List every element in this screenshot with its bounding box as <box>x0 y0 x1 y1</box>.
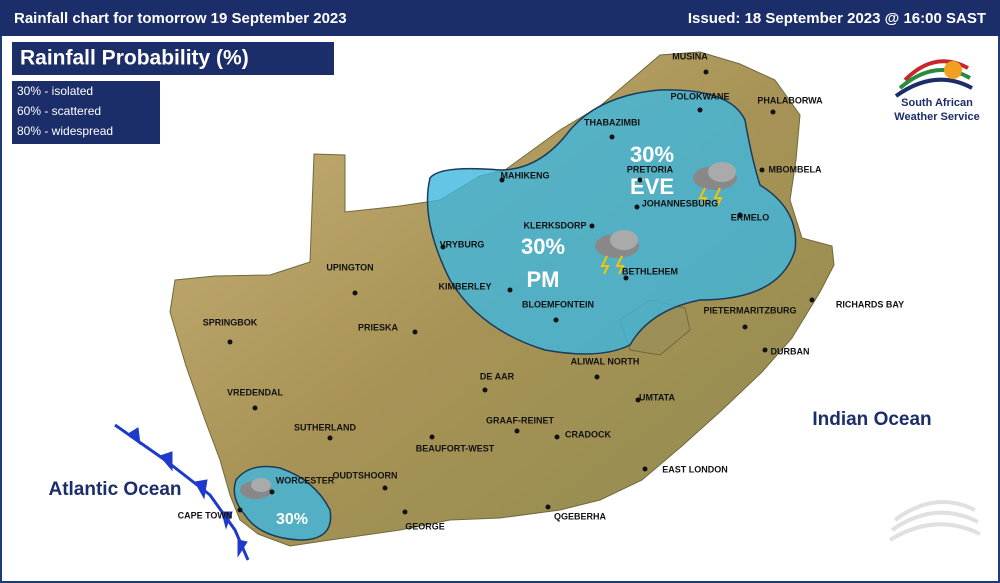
city-label: PHALABORWA <box>757 95 823 105</box>
city-dot <box>809 297 815 303</box>
storm-icon <box>240 478 272 499</box>
city-label: DURBAN <box>771 346 810 356</box>
rain-probability: 30% <box>521 234 565 259</box>
header-bar <box>0 0 1000 36</box>
city-label: GEORGE <box>405 521 445 531</box>
city-dot <box>352 290 358 296</box>
city-label: JOHANNESBURG <box>642 198 719 208</box>
city-label: BEAUFORT-WEST <box>416 443 495 453</box>
city-dot <box>623 275 629 281</box>
city-label: GRAAF-REINET <box>486 415 554 425</box>
city-label: KLERKSDORP <box>523 220 586 230</box>
city-dot <box>514 428 520 434</box>
city-dot <box>227 339 233 345</box>
city-label: CAPE TOWN <box>178 510 233 520</box>
legend-item: 60% - scattered <box>17 104 101 118</box>
legend-item: 80% - widespread <box>17 124 113 138</box>
city-dot <box>642 466 648 472</box>
city-label: DE AAR <box>480 371 515 381</box>
city-label: WORCESTER <box>276 475 335 485</box>
city-dot <box>594 374 600 380</box>
storm-icon <box>595 230 639 275</box>
city-label: POLOKWANE <box>670 91 729 101</box>
issued: Issued: 18 September 2023 @ 16:00 SAST <box>688 10 986 27</box>
city-label: VRYBURG <box>440 239 485 249</box>
city-dot <box>402 509 408 515</box>
legend-title-box <box>12 42 334 75</box>
city-dot <box>635 397 641 403</box>
city-dot <box>499 177 505 183</box>
city-label: UPINGTON <box>326 262 373 272</box>
city-dot <box>589 223 595 229</box>
city-label: RICHARDS BAY <box>836 299 904 309</box>
legend-title: Rainfall Probability (%) <box>20 47 249 70</box>
city-label: BLOEMFONTEIN <box>522 299 594 309</box>
legend-item: 30% - isolated <box>17 84 93 98</box>
city-label: OUDTSHOORN <box>333 470 398 480</box>
ocean-label: Indian Ocean <box>812 409 931 430</box>
city-dot <box>759 167 765 173</box>
logo: South African Weather Service <box>894 59 980 123</box>
city-label: SUTHERLAND <box>294 422 356 432</box>
city-dot <box>634 204 640 210</box>
city-dot <box>742 324 748 330</box>
city-label: ERMELO <box>731 212 770 222</box>
rain-period: EVE <box>630 174 674 199</box>
city-dot <box>382 485 388 491</box>
header-title: Rainfall chart for tomorrow 19 September… <box>14 10 347 27</box>
city-label: PRIESKA <box>358 322 399 332</box>
rain-period: PM <box>527 267 560 292</box>
city-label: PRETORIA <box>627 164 674 174</box>
cold-front <box>114 423 250 561</box>
city-label: CRADOCK <box>565 429 611 439</box>
city-dot <box>762 347 768 353</box>
city-dot <box>637 177 643 183</box>
city-label: UMTATA <box>639 392 675 402</box>
storm-icon <box>693 162 737 207</box>
city-dot <box>482 387 488 393</box>
city-dot <box>737 212 743 218</box>
city-label: SPRINGBOK <box>203 317 258 327</box>
city-label: VREDENDAL <box>227 387 284 397</box>
city-dot <box>770 109 776 115</box>
city-label: THABAZIMBI <box>584 117 640 127</box>
rain-probability: 30% <box>630 142 674 167</box>
city-dot <box>412 329 418 335</box>
city-dot <box>553 317 559 323</box>
rain-area <box>426 89 797 355</box>
city-dot <box>507 287 513 293</box>
city-dot <box>429 434 435 440</box>
logo-text: South African <box>901 97 973 109</box>
city-dot <box>269 489 275 495</box>
cities: MUSINA POLOKWANE PHALABORWA THABAZIMBI MBOMB… <box>178 51 905 531</box>
city-label: BETHLEHEM <box>622 266 678 276</box>
city-dot <box>554 434 560 440</box>
city-label: ALIWAL NORTH <box>571 356 640 366</box>
city-dot <box>440 244 446 250</box>
city-label: MAHIKENG <box>501 170 550 180</box>
watermark-logo <box>888 500 981 542</box>
city-dot <box>609 134 615 140</box>
legend-box <box>12 81 160 144</box>
city-label: PIETERMARITZBURG <box>704 305 797 315</box>
ocean-label: Atlantic Ocean <box>48 479 181 500</box>
city-dot <box>237 507 243 513</box>
city-dot <box>252 405 258 411</box>
city-dot <box>697 107 703 113</box>
city-label: QGEBERHA <box>554 511 607 521</box>
city-label: KIMBERLEY <box>438 281 491 291</box>
city-label: EAST LONDON <box>662 464 728 474</box>
city-dot <box>545 504 551 510</box>
city-label: MUSINA <box>672 51 708 61</box>
city-dot <box>327 435 333 441</box>
rain-probability: 30% <box>276 511 308 528</box>
city-label: MBOMBELA <box>769 164 822 174</box>
logo-text: Weather Service <box>894 111 979 123</box>
city-dot <box>703 69 709 75</box>
